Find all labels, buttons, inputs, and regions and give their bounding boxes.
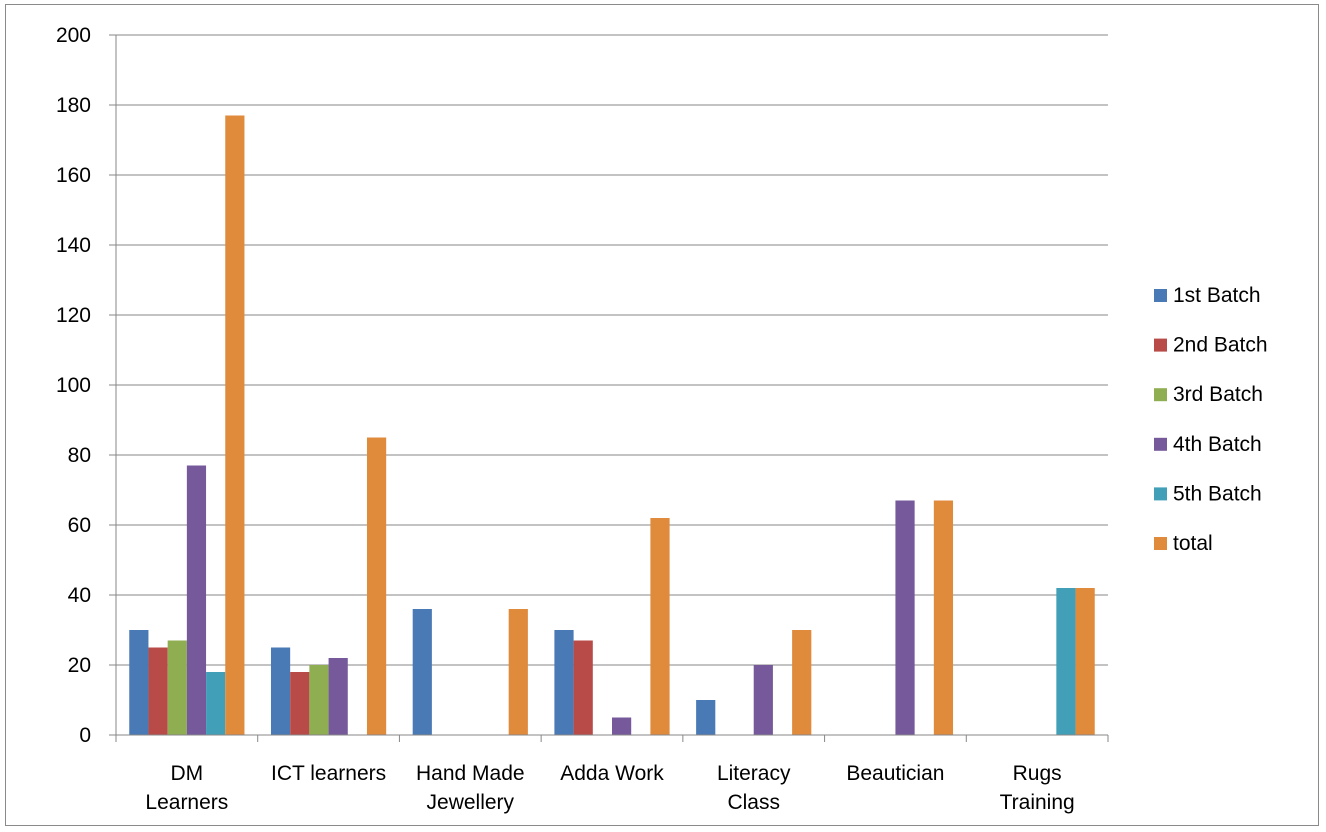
y-tick-label: 200 [56,24,91,47]
bar [612,717,632,735]
y-tick-label: 40 [68,584,91,607]
legend-label: 4th Batch [1173,433,1262,456]
bar [753,665,773,735]
bar [1056,588,1076,735]
x-category-label: Adda Work [560,762,664,785]
legend-swatch [1154,537,1167,550]
legend-swatch [1154,338,1167,352]
bar [270,647,291,735]
x-category-label: Learners [145,791,228,814]
x-category-label: Training [1000,791,1075,814]
y-tick-label: 160 [56,164,91,187]
bar [895,500,915,735]
bar [366,437,387,735]
x-category-label: Jewellery [427,791,515,814]
x-category-label: Hand Made [416,762,525,785]
legend-label: total [1173,532,1213,555]
bars [129,115,1095,735]
legend-label: 1st Batch [1173,284,1261,307]
x-category-label: Class [727,791,780,814]
y-tick-label: 20 [68,654,91,677]
bar [508,609,528,735]
bar [309,665,329,735]
gridlines [116,34,1108,666]
x-category-label: Beautician [846,762,944,785]
legend-swatch [1154,437,1167,451]
x-category-label: DM [171,762,204,785]
y-tick-label: 100 [56,374,91,397]
y-tick-label: 120 [56,304,91,327]
bar [186,465,207,735]
y-tick-label: 180 [56,94,91,117]
legend-swatch [1154,289,1167,302]
x-category-label: ICT learners [271,762,386,785]
bar [129,630,149,735]
bar [1075,588,1095,735]
bar [933,500,954,735]
axes: 0 20 40 60 80 100 120 140 160 180 200 DM Learners ICT… [56,24,1109,814]
legend-label: 3rd Batch [1173,383,1263,406]
legend-label: 2nd Batch [1173,334,1268,357]
bar [412,609,432,735]
legend-swatch [1154,487,1167,501]
legend-swatch [1154,388,1167,402]
bar [206,672,226,735]
bar [328,658,348,735]
bar [650,518,670,735]
bar [167,640,187,735]
bar [554,630,574,735]
y-tick-label: 140 [56,234,91,257]
y-tick-label: 60 [68,514,91,537]
legend: 1st Batch 2nd Batch 3rd Batch 4th Batch 5th … [1154,284,1268,555]
legend-label: 5th Batch [1173,482,1262,505]
bar [696,700,716,735]
bar [225,115,245,735]
x-category-label: Literacy [717,762,791,785]
bar [573,640,593,735]
y-tick-label: 0 [79,724,91,747]
bar [792,630,812,735]
bar [148,647,168,735]
x-category-label: Rugs [1013,762,1062,785]
bar [290,672,310,735]
y-tick-label: 80 [68,444,91,467]
